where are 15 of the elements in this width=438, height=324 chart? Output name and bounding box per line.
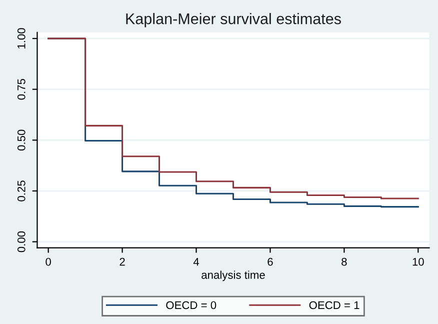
x-tick-label: 4 bbox=[193, 258, 200, 266]
x-tick-label: 10 bbox=[412, 258, 424, 266]
x-axis-title: analysis time bbox=[202, 270, 265, 282]
x-tick-label: 2 bbox=[120, 258, 125, 266]
y-tick-label: 1.00 bbox=[17, 28, 26, 48]
legend-label: OECD = 1 bbox=[309, 301, 360, 310]
chart-title: Kaplan-Meier survival estimates bbox=[126, 12, 341, 28]
x-tick-label: 6 bbox=[268, 258, 273, 266]
y-tick-label: 0.75 bbox=[17, 78, 26, 100]
y-tick-label: 0.00 bbox=[17, 231, 26, 252]
legend-label: OECD = 0 bbox=[166, 301, 216, 310]
y-tick-label: 0.50 bbox=[17, 130, 26, 151]
x-tick-label: 8 bbox=[342, 258, 347, 266]
y-tick-label: 0.25 bbox=[17, 180, 26, 202]
x-tick-label: 0 bbox=[46, 258, 51, 266]
